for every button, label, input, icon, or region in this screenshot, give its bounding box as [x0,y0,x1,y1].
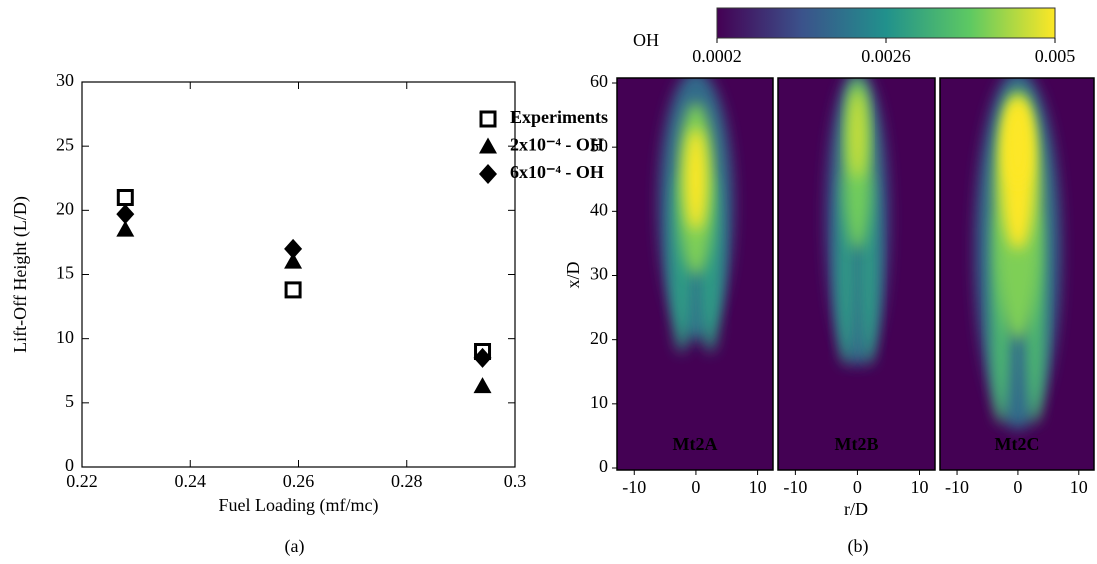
legend-marker [479,110,497,128]
x-tick-label: 10 [910,477,928,497]
y-tick-label: 20 [590,328,608,348]
data-point [116,189,134,206]
x-tick-label: 0 [1013,477,1022,497]
colorbar-tick-label: 0.0026 [861,46,911,66]
x-tick-label: 0.22 [66,471,98,491]
y-axis-label: Lift-Off Height (L/D) [10,196,31,353]
data-point [116,204,135,225]
legend-marker [479,164,497,184]
data-point [473,377,492,394]
y-tick-label: 30 [56,70,74,90]
legend-marker [479,137,497,154]
data-point [116,220,135,237]
x-axis-label: r/D [844,499,868,519]
y-tick-label: 0 [599,456,608,476]
y-tick-label: 60 [590,71,608,91]
panel-name: Mt2C [995,434,1040,454]
x-tick-label: -10 [945,477,969,497]
x-tick-label: -10 [622,477,646,497]
panel-frame [777,77,936,471]
oh-field [658,78,733,353]
x-tick-label: 0.26 [283,471,315,491]
data-point [284,238,303,259]
data-point [284,281,302,299]
plot-frame [81,81,516,468]
oh-region [1004,102,1032,186]
oh-region [684,127,708,231]
legend-label: 2x10⁻⁴ - OH [510,135,604,155]
x-tick-label: 0.24 [175,471,207,491]
y-tick-label: 20 [56,198,74,218]
data-point [284,252,303,269]
y-tick-label: 5 [65,391,74,411]
panel-name: Mt2A [673,434,718,454]
colorbar-tick-label: 0.0002 [692,46,742,66]
panel-label: (a) [285,536,305,557]
data-point [473,347,492,368]
colorbar-tick-label: 0.005 [1035,46,1076,66]
y-tick-label: 25 [56,134,74,154]
panel-frame [616,77,774,471]
y-tick-label: 10 [590,392,608,412]
y-axis-label: x/D [563,261,583,288]
y-tick-label: 15 [56,263,74,283]
legend-label: Experiments [510,107,608,127]
y-tick-label: 10 [56,327,74,347]
colorbar [716,7,1056,39]
oh-field [975,78,1061,430]
y-tick-label: 40 [590,199,608,219]
x-tick-label: 10 [1070,477,1088,497]
panel-name: Mt2B [835,434,879,454]
x-tick-label: -10 [783,477,807,497]
y-tick-label: 0 [65,455,74,475]
x-tick-label: 10 [749,477,767,497]
y-tick-label: 30 [590,264,608,284]
oh-field [826,78,889,366]
legend-label: 6x10⁻⁴ - OH [510,162,604,182]
panel-label: (b) [848,536,869,557]
x-tick-label: 0 [691,477,700,497]
panel-frame [939,77,1095,471]
x-axis-label: Fuel Loading (mf/mc) [219,495,379,516]
oh-region [848,89,867,180]
x-tick-label: 0 [853,477,862,497]
colorbar-label: OH [633,30,659,50]
x-tick-label: 0.3 [504,471,527,491]
y-tick-label: 50 [590,135,608,155]
x-tick-label: 0.28 [391,471,423,491]
